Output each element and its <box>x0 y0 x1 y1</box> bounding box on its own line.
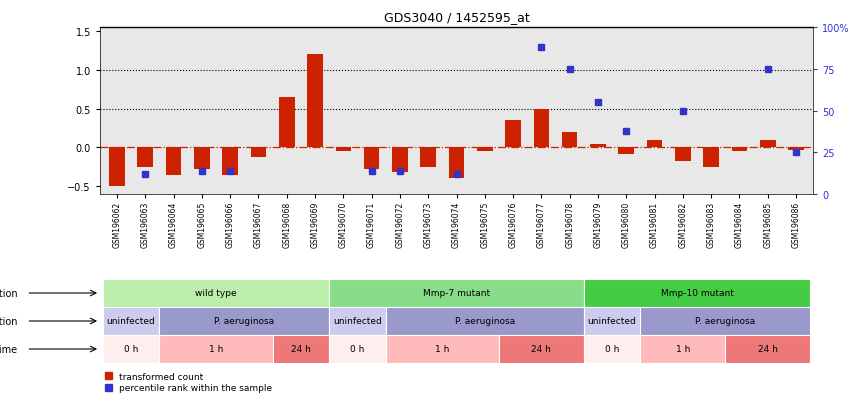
Text: P. aeruginosa: P. aeruginosa <box>695 317 755 326</box>
Text: 24 h: 24 h <box>291 345 311 354</box>
Bar <box>102 335 160 363</box>
Text: 0 h: 0 h <box>124 345 138 354</box>
Text: uninfected: uninfected <box>333 317 382 326</box>
Bar <box>562 133 577 148</box>
Bar <box>385 335 499 363</box>
Bar <box>160 307 329 335</box>
Bar <box>166 148 181 175</box>
Bar <box>102 307 160 335</box>
Text: uninfected: uninfected <box>107 317 155 326</box>
Text: infection: infection <box>0 316 18 326</box>
Text: 24 h: 24 h <box>531 345 551 354</box>
Bar <box>477 148 492 152</box>
Bar <box>137 148 153 167</box>
Bar <box>726 335 810 363</box>
Bar <box>385 307 584 335</box>
Text: 1 h: 1 h <box>435 345 450 354</box>
Text: P. aeruginosa: P. aeruginosa <box>455 317 515 326</box>
Bar <box>109 148 125 187</box>
Bar <box>641 335 726 363</box>
Text: 1 h: 1 h <box>675 345 690 354</box>
Bar <box>534 109 549 148</box>
Bar <box>788 148 804 150</box>
Bar <box>499 335 584 363</box>
Text: uninfected: uninfected <box>588 317 636 326</box>
Bar <box>329 279 584 307</box>
Bar <box>584 307 641 335</box>
Bar <box>102 279 329 307</box>
Bar <box>647 140 662 148</box>
Bar <box>584 279 810 307</box>
Text: wild type: wild type <box>195 289 237 298</box>
Bar <box>307 55 323 148</box>
Bar <box>273 335 329 363</box>
Bar <box>420 148 436 167</box>
Text: Mmp-7 mutant: Mmp-7 mutant <box>423 289 490 298</box>
Bar <box>329 307 385 335</box>
Text: GDS3040 / 1452595_at: GDS3040 / 1452595_at <box>384 11 529 24</box>
Bar <box>222 148 238 175</box>
Bar <box>732 148 747 152</box>
Text: time: time <box>0 344 18 354</box>
Bar <box>703 148 719 167</box>
Bar <box>619 148 634 154</box>
Text: P. aeruginosa: P. aeruginosa <box>214 317 274 326</box>
Text: 24 h: 24 h <box>758 345 778 354</box>
Text: 0 h: 0 h <box>605 345 619 354</box>
Bar <box>364 148 379 170</box>
Bar <box>584 335 641 363</box>
Legend: transformed count, percentile rank within the sample: transformed count, percentile rank withi… <box>104 372 272 392</box>
Bar <box>590 144 606 148</box>
Bar <box>392 148 408 173</box>
Bar <box>194 148 210 170</box>
Bar <box>675 148 691 162</box>
Bar <box>279 97 294 148</box>
Text: 0 h: 0 h <box>351 345 365 354</box>
Bar <box>160 335 273 363</box>
Text: genotype/variation: genotype/variation <box>0 288 18 298</box>
Bar <box>251 148 266 157</box>
Bar <box>641 307 810 335</box>
Text: 1 h: 1 h <box>209 345 223 354</box>
Bar <box>505 121 521 148</box>
Text: Mmp-10 mutant: Mmp-10 mutant <box>661 289 733 298</box>
Bar <box>760 140 775 148</box>
Bar <box>449 148 464 179</box>
Bar <box>329 335 385 363</box>
Bar <box>336 148 352 152</box>
